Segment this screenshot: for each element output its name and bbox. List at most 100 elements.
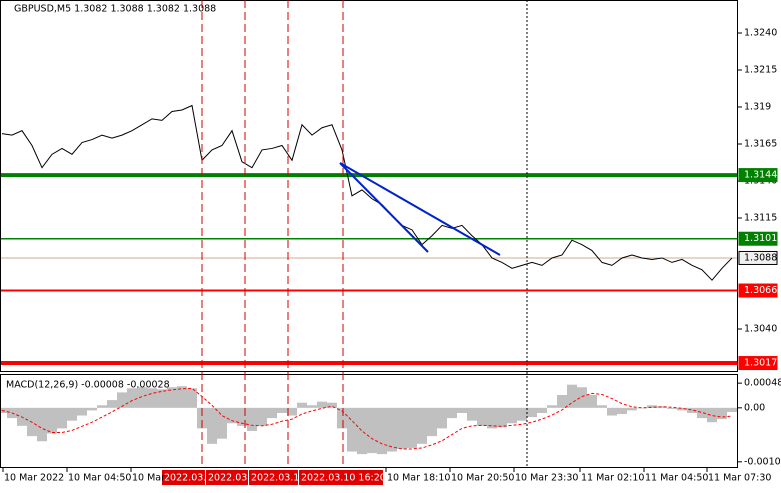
price-line (1, 104, 733, 281)
macd-bar (147, 388, 157, 408)
macd-bar (97, 405, 107, 408)
level-label: 1.3101 (744, 233, 777, 244)
macd-bar (37, 407, 47, 442)
macd-bar (117, 392, 127, 408)
macd-bar (527, 407, 537, 418)
macd-bar (107, 400, 117, 408)
macd-bar (67, 407, 77, 421)
macd-title: MACD(12,26,9) -0.00008 -0.00028 (6, 380, 170, 391)
macd-bar (387, 407, 397, 452)
macd-bar (617, 407, 627, 414)
level-label: 1.3066 (744, 285, 777, 296)
macd-bar (287, 407, 297, 416)
macd-bar (427, 407, 437, 437)
price-frame (0, 0, 738, 372)
macd-bar (207, 407, 217, 444)
y-tick-label: 1.3040 (744, 324, 777, 335)
level-label: 1.3088 (744, 252, 777, 263)
trend-line (339, 162, 429, 253)
macd-bar (337, 407, 347, 429)
macd-bar (517, 407, 527, 421)
macd-bar (247, 407, 257, 431)
macd-bar (57, 407, 67, 429)
macd-bar (627, 407, 637, 411)
session-label: 2022.03.10 16:20 (301, 473, 386, 484)
session-label-bg (206, 470, 248, 485)
macd-bar (407, 407, 417, 448)
macd-bar (707, 407, 717, 423)
macd-bar (47, 407, 57, 434)
level-label-bg (738, 168, 778, 183)
level-label-bg (738, 356, 778, 371)
level-label-bg (738, 250, 778, 265)
macd-bar (327, 402, 337, 408)
macd-bar (487, 407, 497, 429)
level-label: 1.3017 (744, 358, 777, 369)
x-tick-label: 11 Mar 04:50 (645, 473, 708, 484)
signal-line (1, 387, 733, 450)
y-tick-label: 1.3165 (744, 139, 777, 150)
macd-bar (457, 407, 467, 413)
y-tick-label: 1.3115 (744, 213, 777, 224)
macd-bar (417, 407, 427, 444)
macd-frame (0, 374, 738, 468)
macd-bar (277, 407, 287, 413)
session-label-bg (249, 470, 298, 485)
y-tick-label: 1.3215 (744, 65, 777, 76)
macd-bar (77, 407, 87, 416)
level-label-bg (738, 283, 778, 298)
level-label: 1.3144 (744, 170, 777, 181)
macd-bar (687, 407, 697, 413)
y-tick-label: 0.00 (744, 402, 765, 413)
macd-bar (597, 405, 607, 408)
macd-bar (557, 394, 567, 408)
macd-bar (167, 387, 177, 408)
level-label-bg (738, 231, 778, 246)
x-tick-label: 10 Mar 20:50 (451, 473, 514, 484)
macd-bar (307, 405, 317, 408)
macd-bar (607, 407, 617, 416)
macd-bar (227, 407, 237, 424)
macd-panel: 0.00048 0.00 -0.00105 (0, 378, 781, 467)
macd-bar (667, 407, 677, 409)
macd-bar (717, 407, 727, 420)
session-label-bg (299, 470, 383, 485)
x-tick-label: 10 Mar 18:10 (387, 473, 450, 484)
macd-bar (297, 402, 307, 408)
trend-line (339, 162, 501, 256)
macd-bar (467, 407, 477, 421)
macd-bar (477, 407, 487, 426)
macd-bar (587, 394, 597, 408)
x-tick-label: 11 Mar 02:10 (581, 473, 644, 484)
session-label: 2022.03.1 (164, 473, 212, 484)
macd-bar (357, 407, 367, 455)
macd-bar (197, 407, 207, 429)
price-panel: 1.32401.32151.3191.31651.31401.31151.304… (0, 28, 778, 371)
y-tick-label: -0.00105 (744, 456, 781, 467)
y-tick-label: 1.319 (744, 102, 771, 113)
session-label-bg (162, 470, 205, 485)
macd-bar (267, 407, 277, 419)
macd-bar (257, 407, 267, 426)
macd-bar (217, 407, 227, 439)
session-label: 2022.03.10 1 (251, 473, 314, 484)
macd-bar (677, 407, 687, 411)
chart-title: GBPUSD,M5 1.3082 1.3088 1.3082 1.3088 (14, 4, 216, 15)
macd-bar (157, 389, 167, 408)
macd-bar (87, 407, 97, 411)
macd-bar (637, 407, 647, 409)
macd-bar (567, 384, 577, 408)
macd-bar (317, 401, 327, 408)
macd-bar (397, 407, 407, 449)
macd-bar (237, 407, 247, 426)
macd-bar (377, 407, 387, 455)
macd-bar (537, 407, 547, 413)
macd-bar (127, 388, 137, 408)
macd-bar (647, 405, 657, 408)
macd-bar (507, 407, 517, 424)
x-tick-label: 10 Mar (132, 473, 165, 484)
y-tick-label: 1.3240 (744, 28, 777, 39)
macd-bar (177, 386, 187, 408)
macd-bar (437, 407, 447, 429)
